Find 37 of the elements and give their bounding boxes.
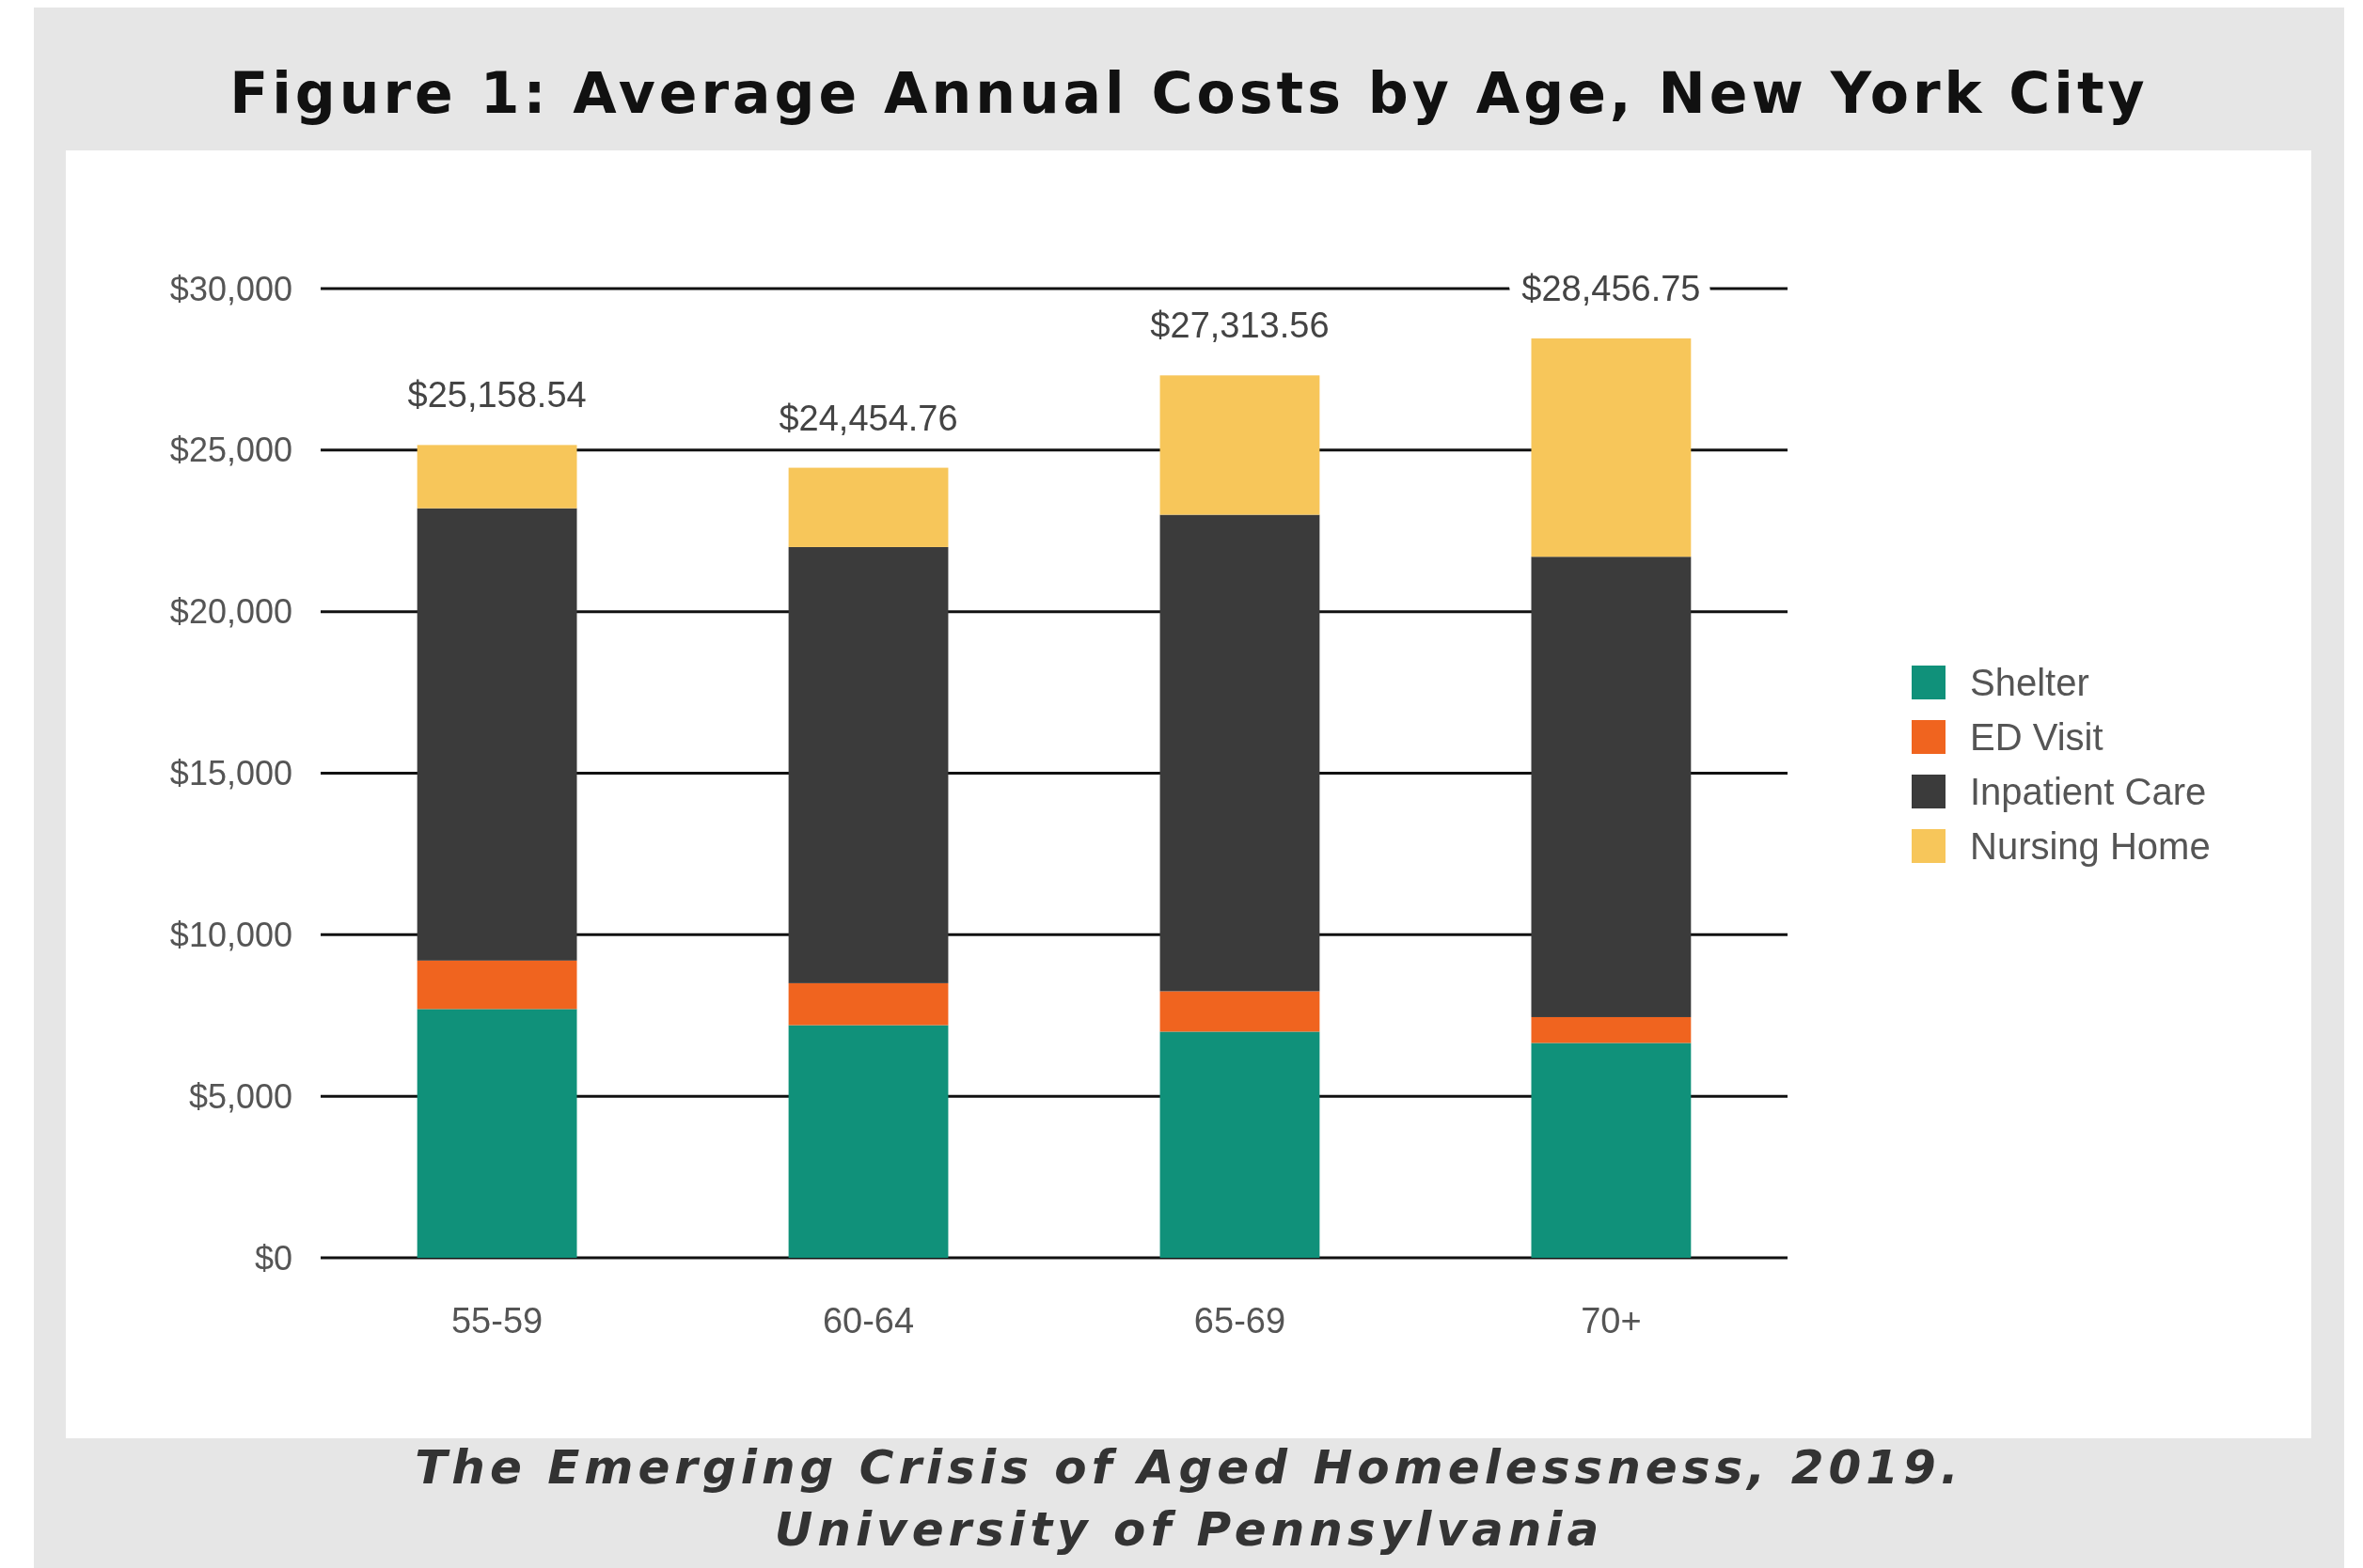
x-tick-label: 70+ — [1581, 1301, 1642, 1341]
bar — [1531, 1016, 1692, 1043]
bar — [1159, 375, 1320, 515]
bar — [417, 445, 577, 509]
bar — [1159, 514, 1320, 992]
y-tick-label: $0 — [254, 1238, 292, 1278]
y-tick-label: $15,000 — [169, 754, 292, 793]
bar — [417, 1009, 577, 1258]
x-tick-label: 65-69 — [1193, 1301, 1286, 1341]
total-label: $24,454.76 — [779, 398, 958, 438]
y-tick-label: $25,000 — [169, 431, 292, 470]
text: The Emerging Crisis of Aged Homelessness, 2019. — [415, 1440, 1963, 1495]
bar — [788, 982, 949, 1026]
y-tick-label: $30,000 — [169, 269, 292, 308]
bar — [417, 960, 577, 1010]
bar — [788, 467, 949, 547]
y-tick-label: $5,000 — [188, 1076, 292, 1116]
x-tick-label: 55-59 — [450, 1301, 543, 1341]
bar — [1531, 338, 1692, 557]
bar — [1531, 1043, 1692, 1258]
legend-label: Inpatient Care — [1970, 771, 2207, 812]
total-label: $27,313.56 — [1150, 306, 1330, 346]
y-tick-label: $10,000 — [169, 915, 292, 954]
legend-label: Nursing Home — [1970, 825, 2211, 867]
bar — [1159, 1031, 1320, 1258]
bar — [1159, 991, 1320, 1032]
bar — [788, 1025, 949, 1258]
legend-label: ED Visit — [1970, 716, 2103, 758]
bar — [788, 546, 949, 983]
bar — [417, 508, 577, 961]
bar — [1531, 557, 1692, 1017]
chart-title: Figure 1: Average Annual Costs by Age, New York City — [229, 60, 2149, 126]
legend-label: Shelter — [1970, 662, 2089, 703]
total-label: $25,158.54 — [407, 375, 587, 416]
text: University of Pennsylvania — [774, 1502, 1604, 1557]
x-tick-label: 60-64 — [822, 1301, 915, 1341]
y-tick-label: $20,000 — [169, 592, 292, 632]
